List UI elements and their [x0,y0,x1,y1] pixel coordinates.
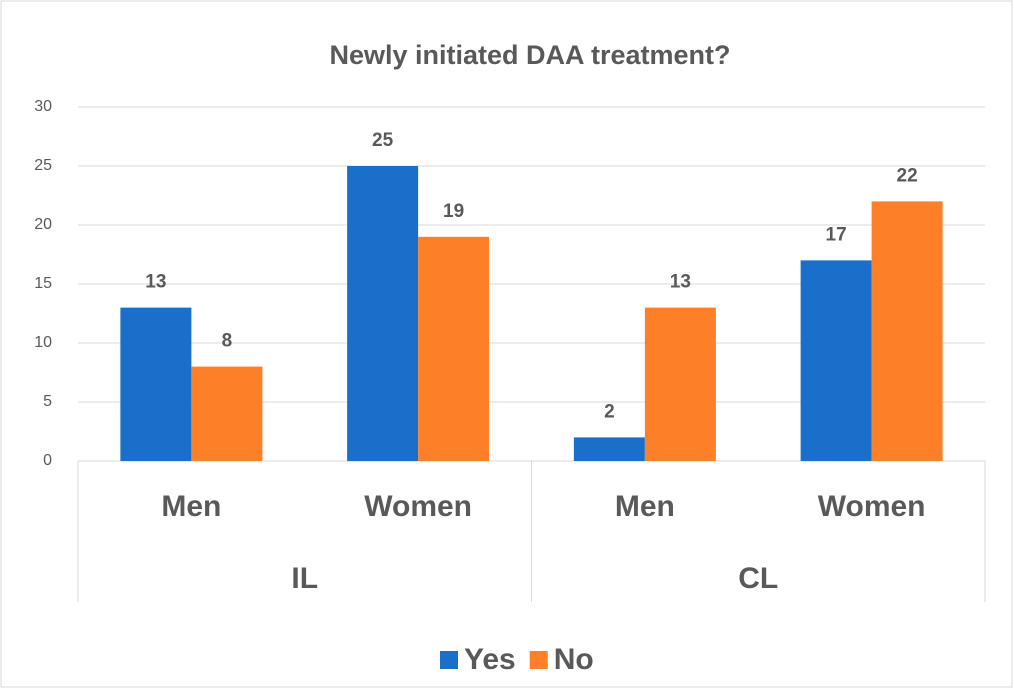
y-tick-label: 10 [34,334,52,351]
data-label: 13 [670,272,691,293]
x-tick-label: Women [818,490,926,523]
data-label: 25 [372,130,394,151]
legend-swatch [529,651,548,669]
bar [871,201,943,461]
data-label: 8 [222,331,233,352]
x-tick-label: Men [615,490,675,523]
y-tick-label: 5 [43,393,52,410]
group-label: IL [291,562,318,595]
data-label: 22 [897,165,918,186]
group-label: CL [738,562,778,595]
bar [418,236,490,461]
y-tick-label: 25 [34,157,52,174]
x-tick-label: Men [161,490,221,523]
bar [573,437,645,461]
y-tick-label: 20 [34,216,52,233]
data-label: 13 [145,272,166,293]
data-label: 17 [826,224,847,245]
data-label: 19 [443,201,464,222]
y-tick-label: 0 [43,452,52,469]
y-tick-label: 15 [34,275,52,292]
data-label: 2 [604,401,615,422]
x-tick-label: Women [364,490,472,523]
y-tick-label: 30 [34,98,52,115]
legend-label: Yes [464,643,516,676]
bar [191,366,263,461]
bar [120,307,192,461]
bar [644,307,716,461]
bar [347,166,419,461]
legend-label: No [554,643,594,676]
bar [800,260,872,461]
legend-swatch [440,651,458,669]
chart-title: Newly initiated DAA treatment? [329,40,730,70]
